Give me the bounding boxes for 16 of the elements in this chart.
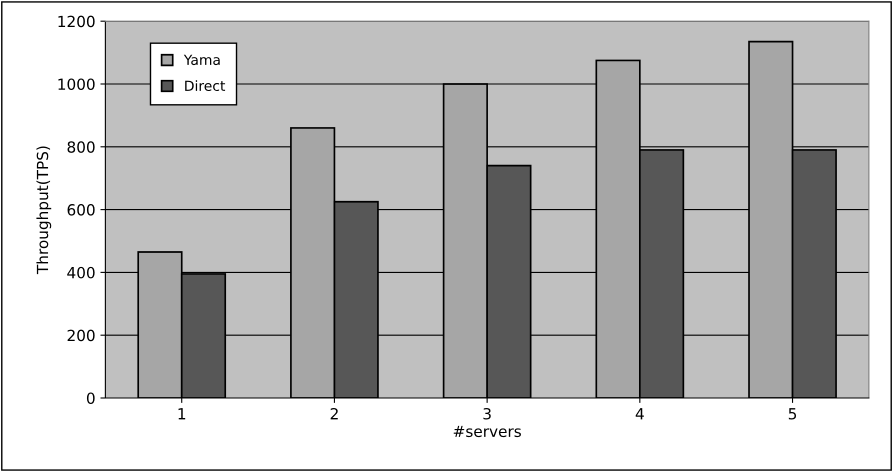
x-tick-label: 5 — [788, 408, 796, 420]
y-tick-label: 1200 — [58, 16, 95, 28]
x-axis-title: #servers — [454, 426, 521, 438]
y-axis-title: Throughput(TPS) — [36, 146, 52, 274]
legend-label: Yama — [184, 54, 220, 66]
y-tick-label: 800 — [68, 141, 95, 153]
y-tick-label: 600 — [68, 204, 95, 216]
y-tick-label: 400 — [67, 266, 95, 278]
legend-label: Direct — [185, 80, 226, 92]
x-tick-label: 3 — [483, 408, 491, 420]
x-tick-label: 2 — [330, 408, 338, 420]
y-tick-label: 200 — [68, 330, 95, 342]
x-tick-label: 1 — [178, 408, 186, 420]
y-tick-label: 1000 — [58, 78, 95, 90]
x-tick-label: 4 — [636, 408, 644, 420]
y-tick-label: 0 — [86, 392, 95, 404]
